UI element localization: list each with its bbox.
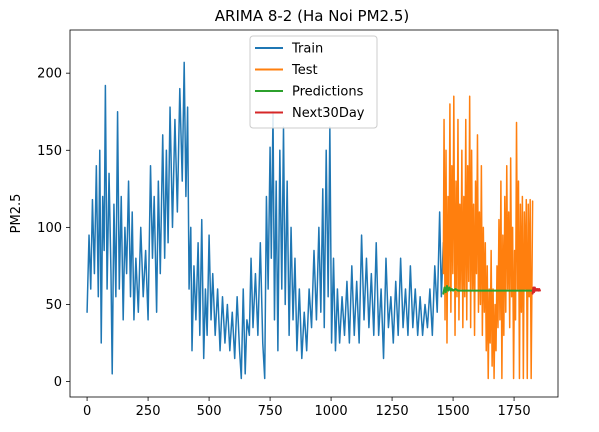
y-axis-label: PM2.5 — [9, 194, 24, 234]
y-tick-label: 0 — [54, 375, 62, 390]
y-tick-label: 200 — [37, 67, 62, 82]
x-tick-label: 750 — [258, 404, 283, 419]
x-tick-label: 1250 — [376, 404, 409, 419]
legend-label: Train — [291, 42, 323, 57]
x-tick-label: 1750 — [498, 404, 531, 419]
series-line-predictions — [442, 284, 534, 295]
legend-box — [249, 35, 378, 129]
x-tick-label: 500 — [197, 404, 222, 419]
x-tick-label: 1000 — [315, 404, 348, 419]
y-tick-label: 100 — [37, 221, 62, 236]
legend-label: Next30Day — [292, 106, 365, 121]
y-tick-label: 150 — [37, 144, 62, 159]
plot-area — [86, 61, 541, 380]
x-tick-label: 250 — [136, 404, 161, 419]
series-line-next30day — [531, 286, 541, 295]
series-line-test — [442, 95, 534, 380]
y-tick-label: 50 — [45, 298, 62, 313]
legend-label: Test — [291, 63, 318, 78]
series-line-train — [86, 61, 445, 380]
x-tick-label: 1500 — [437, 404, 470, 419]
chart-title: ARIMA 8-2 (Ha Noi PM2.5) — [215, 7, 409, 25]
x-tick-label: 0 — [83, 404, 91, 419]
legend-label: Predictions — [292, 85, 364, 100]
axes: 0 250 500 750 1000 1250 1500 1750 0 50 100 150 200 — [37, 29, 559, 419]
legend: Train Test Predictions Next30Day — [249, 35, 378, 129]
axes-frame — [69, 29, 559, 398]
